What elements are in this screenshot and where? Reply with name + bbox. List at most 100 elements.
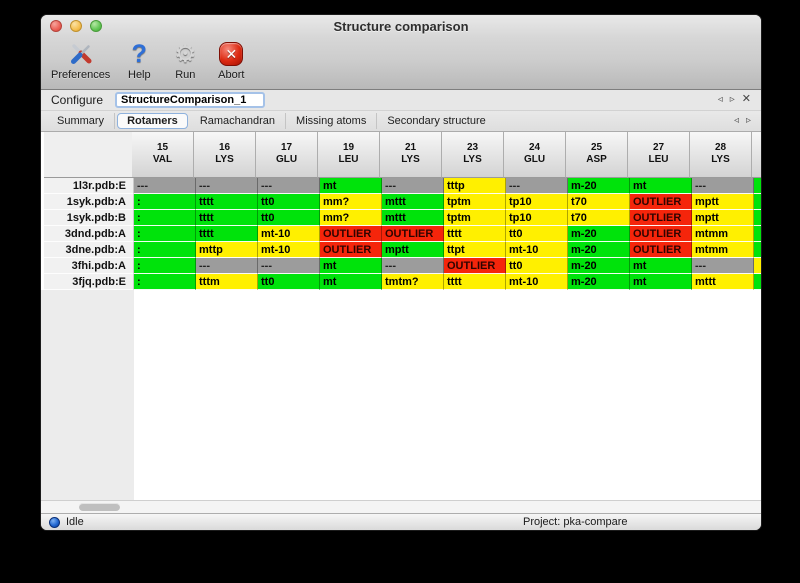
rotamer-cell[interactable]: OUTLIER	[444, 257, 506, 274]
close-pane-icon[interactable]: ✕	[741, 93, 751, 106]
rotamer-cell[interactable]: tttm	[196, 273, 258, 290]
rotamer-cell[interactable]: tp10	[506, 193, 568, 210]
rotamer-cell[interactable]: tttt	[196, 225, 258, 242]
rotamer-cell[interactable]: mt-10	[258, 225, 320, 242]
rotamer-cell-clipped[interactable]	[754, 225, 761, 242]
rotamer-cell[interactable]: OUTLIER	[320, 241, 382, 258]
rotamer-cell-clipped[interactable]	[754, 273, 761, 290]
rotamer-cell[interactable]: tttt	[196, 193, 258, 210]
rotamer-cell[interactable]: tt0	[258, 209, 320, 226]
tabs-prev-icon[interactable]: ◃	[733, 114, 739, 126]
rotamer-cell[interactable]: OUTLIER	[630, 225, 692, 242]
rotamer-cell[interactable]: OUTLIER	[320, 225, 382, 242]
rotamer-cell[interactable]: mtmm	[692, 241, 754, 258]
rotamer-cell[interactable]: mt	[320, 273, 382, 290]
rotamer-cell[interactable]: ---	[692, 177, 754, 194]
rotamer-cell[interactable]: mt	[320, 177, 382, 194]
close-window-button[interactable]	[50, 20, 62, 32]
preferences-button[interactable]: Preferences	[51, 39, 110, 87]
rotamer-cell[interactable]: t70	[568, 209, 630, 226]
rotamer-cell[interactable]: mm?	[320, 193, 382, 210]
rotamer-cell-clipped[interactable]	[754, 209, 761, 226]
rotamer-cell[interactable]: OUTLIER	[630, 241, 692, 258]
rotamer-cell[interactable]: OUTLIER	[630, 193, 692, 210]
rotamer-cell[interactable]: mt-10	[506, 241, 568, 258]
rotamer-cell[interactable]: tttp	[444, 177, 506, 194]
rotamer-cell[interactable]: mttt	[382, 193, 444, 210]
rotamer-cell[interactable]: :	[134, 257, 196, 274]
row-label[interactable]: 1l3r.pdb:E	[44, 177, 134, 194]
tab-ramachandran[interactable]: Ramachandran	[190, 112, 287, 129]
rotamer-cell-clipped[interactable]	[754, 241, 761, 258]
rotamer-cell[interactable]: :	[134, 273, 196, 290]
rotamer-cell[interactable]: mt-10	[258, 241, 320, 258]
tab-summary[interactable]: Summary	[47, 112, 116, 129]
prev-pane-icon[interactable]: ◃	[717, 93, 723, 105]
tabs-next-icon[interactable]: ▹	[745, 114, 751, 126]
rotamer-cell[interactable]: mt	[630, 177, 692, 194]
rotamer-cell[interactable]: mt	[630, 257, 692, 274]
tab-missing-atoms[interactable]: Missing atoms	[286, 112, 378, 129]
rotamer-cell[interactable]: tt0	[258, 193, 320, 210]
rotamer-cell[interactable]: m-20	[568, 273, 630, 290]
row-label[interactable]: 3dne.pdb:A	[44, 241, 134, 258]
rotamer-cell[interactable]: m-20	[568, 177, 630, 194]
rotamer-cell[interactable]: mttp	[196, 241, 258, 258]
row-label[interactable]: 1syk.pdb:A	[44, 193, 134, 210]
rotamer-cell[interactable]: ---	[506, 177, 568, 194]
rotamer-cell[interactable]: tttt	[196, 209, 258, 226]
rotamer-cell[interactable]: :	[134, 193, 196, 210]
rotamer-cell[interactable]: tp10	[506, 209, 568, 226]
rotamer-cell[interactable]: mttt	[382, 209, 444, 226]
rotamer-cell[interactable]: tptm	[444, 193, 506, 210]
rotamer-cell[interactable]: tttt	[444, 225, 506, 242]
rotamer-cell[interactable]: mptt	[692, 193, 754, 210]
rotamer-cell[interactable]: mt	[630, 273, 692, 290]
rotamer-cell[interactable]: mm?	[320, 209, 382, 226]
zoom-window-button[interactable]	[90, 20, 102, 32]
run-button[interactable]: ⚙ Run	[168, 39, 202, 87]
rotamer-cell[interactable]: tt0	[506, 257, 568, 274]
rotamer-cell-clipped[interactable]	[754, 257, 761, 274]
rotamer-cell[interactable]: :	[134, 241, 196, 258]
horizontal-scrollbar-thumb[interactable]	[79, 503, 120, 512]
horizontal-scrollbar[interactable]	[41, 500, 761, 514]
rotamer-cell[interactable]: m-20	[568, 257, 630, 274]
rotamer-cell[interactable]: m-20	[568, 241, 630, 258]
rotamer-cell[interactable]: ---	[258, 257, 320, 274]
rotamer-cell[interactable]: OUTLIER	[630, 209, 692, 226]
rotamer-cell[interactable]: ---	[692, 257, 754, 274]
rotamer-cell[interactable]: ttpt	[444, 241, 506, 258]
rotamer-cell[interactable]: ---	[258, 177, 320, 194]
rotamer-cell[interactable]: tt0	[258, 273, 320, 290]
row-label[interactable]: 3fjq.pdb:E	[44, 273, 134, 290]
rotamer-cell[interactable]: mttt	[692, 273, 754, 290]
rotamer-cell[interactable]: :	[134, 209, 196, 226]
rotamer-cell[interactable]: ---	[382, 257, 444, 274]
rotamer-cell[interactable]: ---	[134, 177, 196, 194]
rotamer-cell[interactable]: :	[134, 225, 196, 242]
rotamer-cell[interactable]: mt-10	[506, 273, 568, 290]
rotamer-cell[interactable]: tptm	[444, 209, 506, 226]
abort-button[interactable]: ✕ Abort	[214, 39, 248, 87]
next-pane-icon[interactable]: ▹	[729, 93, 735, 105]
help-button[interactable]: ? Help	[122, 39, 156, 87]
rotamer-cell-clipped[interactable]	[754, 177, 761, 194]
rotamer-cell[interactable]: ---	[382, 177, 444, 194]
rotamer-cell[interactable]: mt	[320, 257, 382, 274]
rotamer-cell[interactable]: tmtm?	[382, 273, 444, 290]
rotamer-cell[interactable]: ---	[196, 177, 258, 194]
rotamer-cell[interactable]: t70	[568, 193, 630, 210]
rotamer-cell[interactable]: mtmm	[692, 225, 754, 242]
rotamer-cell[interactable]: tt0	[506, 225, 568, 242]
rotamer-cell[interactable]: OUTLIER	[382, 225, 444, 242]
tab-rotamers[interactable]: Rotamers	[117, 112, 188, 129]
rotamer-cell[interactable]: mptt	[692, 209, 754, 226]
minimize-window-button[interactable]	[70, 20, 82, 32]
row-label[interactable]: 3dnd.pdb:A	[44, 225, 134, 242]
rotamer-cell[interactable]: ---	[196, 257, 258, 274]
tab-secondary-structure[interactable]: Secondary structure	[387, 114, 486, 127]
row-label[interactable]: 3fhi.pdb:A	[44, 257, 134, 274]
rotamer-cell[interactable]: m-20	[568, 225, 630, 242]
configure-name-input[interactable]	[115, 91, 266, 108]
